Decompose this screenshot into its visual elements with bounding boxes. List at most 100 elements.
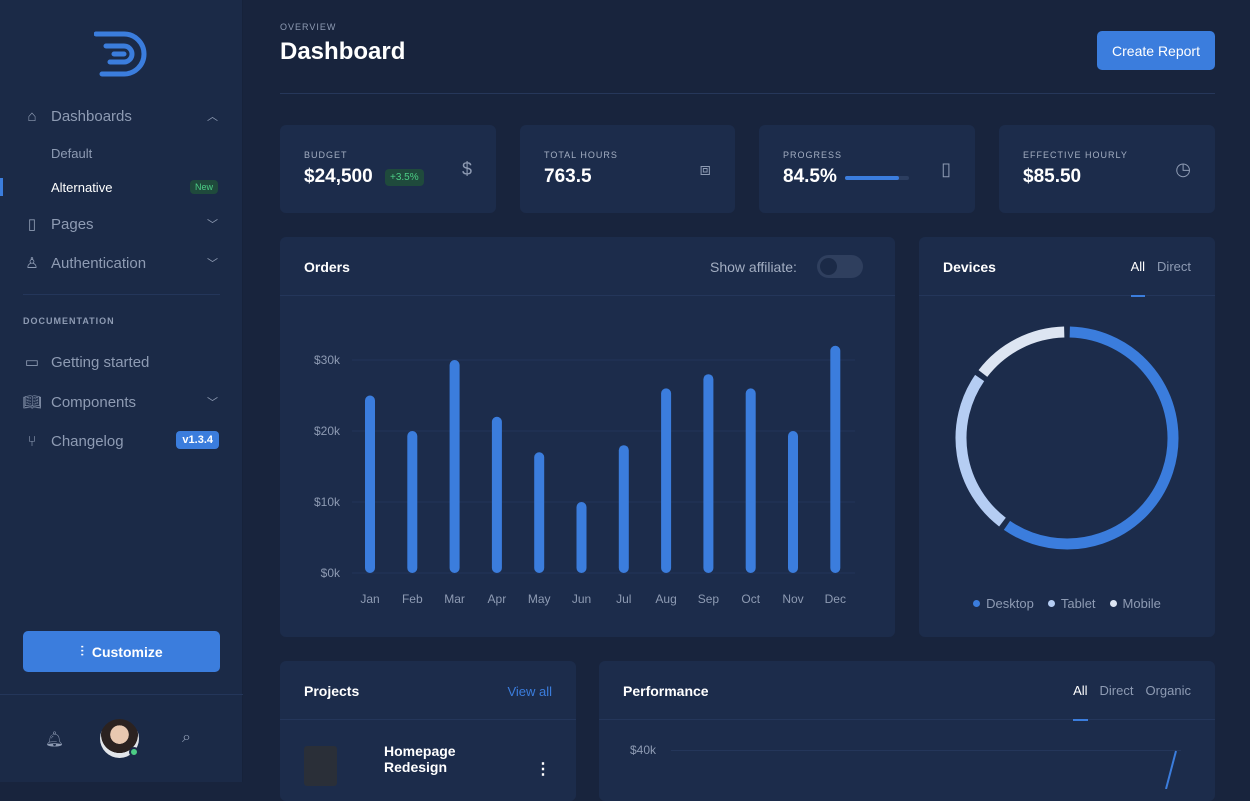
git-branch-icon: ⑂	[27, 432, 37, 450]
x-tick-label: Jul	[616, 592, 631, 606]
y-tick-label: $20k	[314, 424, 341, 438]
breadcrumb: OVERVIEW	[280, 22, 337, 32]
show-affiliate-toggle[interactable]	[817, 255, 863, 278]
slice-tablet[interactable]	[955, 374, 1006, 527]
sidebar-item-components[interactable]: 📖︎ Components ﹀	[22, 393, 218, 412]
sidebar-subitem-default[interactable]: Default	[51, 146, 93, 161]
y-tick-label: $0k	[321, 566, 341, 580]
devices-card: Devices All Direct Desktop Tablet Mobile	[919, 237, 1215, 637]
stat-label: BUDGET	[304, 150, 348, 160]
chevron-down-icon: ﹀	[207, 258, 218, 270]
sidebar-item-changelog[interactable]: ⑂ Changelog	[23, 432, 220, 450]
legend-dot	[1109, 600, 1117, 607]
more-options-icon[interactable]: ⋮	[535, 761, 551, 778]
card-header	[280, 661, 576, 720]
sliders-icon: ⫶	[80, 643, 84, 659]
clipboard-icon: ▯	[941, 159, 951, 179]
create-report-button[interactable]: Create Report	[1097, 31, 1215, 70]
dollar-icon: $	[461, 159, 472, 179]
bar-mar[interactable]	[449, 360, 460, 573]
card-header	[599, 661, 1215, 720]
tab-all[interactable]: All	[1073, 683, 1088, 721]
stat-value: $85.50	[1023, 166, 1082, 187]
user-icon: ♙	[25, 255, 39, 272]
projects-card: Projects View all Homepage Redesign ⋮	[280, 661, 576, 801]
devices-donut-chart	[955, 326, 1179, 550]
tab-direct[interactable]: Direct	[1099, 683, 1134, 698]
legend-item-desktop: Desktop	[973, 596, 1034, 611]
sidebar: ⌂ Dashboards ︿ Default Alternative New ▯ Pa…	[0, 0, 243, 782]
page-header: OVERVIEW Dashboard	[280, 22, 405, 66]
x-tick-label: Nov	[782, 592, 803, 606]
toggle-label: Show affiliate:	[710, 259, 797, 275]
card-title: Projects	[304, 683, 360, 699]
tab-direct[interactable]: Direct	[1157, 259, 1191, 274]
card-title: Devices	[943, 259, 996, 275]
orders-bar-chart: $0k $10k $20k $30k Jan Feb Mar Apr May Jun Jul Aug S…	[314, 345, 855, 606]
bar-jun[interactable]	[576, 502, 587, 573]
bell-icon[interactable]: 🔔︎	[45, 731, 65, 748]
tab-all[interactable]: All	[1130, 259, 1146, 297]
sidebar-item-dashboards[interactable]: ⌂ Dashboards ︿	[23, 107, 220, 125]
project-name[interactable]: Homepage Redesign	[384, 743, 456, 775]
bar-oct[interactable]	[745, 388, 756, 573]
y-tick-label: $30k	[314, 353, 341, 367]
chevron-up-icon: ︿	[207, 111, 218, 123]
x-tick-label: Dec	[825, 592, 846, 606]
online-status-dot	[129, 747, 139, 757]
devices-tabs: All Direct	[1130, 259, 1191, 297]
stat-progress: PROGRESS 84.5% ▯	[759, 125, 975, 213]
tab-organic[interactable]: Organic	[1145, 683, 1191, 698]
bar-jul[interactable]	[618, 445, 629, 573]
y-tick-label: $10k	[314, 495, 341, 509]
bar-may[interactable]	[534, 452, 545, 573]
customize-button[interactable]: ⫶ Customize	[23, 631, 220, 672]
card-title: Orders	[304, 259, 350, 275]
x-tick-label: Apr	[488, 592, 507, 606]
sidebar-item-authentication[interactable]: ♙ Authentication ﹀	[23, 254, 220, 273]
legend-dot	[973, 600, 981, 607]
logo-icon[interactable]	[94, 30, 150, 78]
divider	[280, 93, 1215, 94]
slice-mobile[interactable]	[978, 326, 1065, 377]
stat-budget: BUDGET $24,500 +3.5% $	[280, 125, 496, 213]
bar-feb[interactable]	[407, 431, 418, 573]
stat-label: TOTAL HOURS	[544, 150, 618, 160]
stat-value: $24,500	[304, 166, 373, 187]
chevron-down-icon: ﹀	[207, 219, 218, 231]
view-all-link[interactable]: View all	[507, 684, 552, 699]
section-label: DOCUMENTATION	[23, 316, 115, 326]
stat-value: 763.5	[544, 166, 592, 187]
gridline	[671, 750, 1181, 751]
sidebar-item-pages[interactable]: ▯ Pages ﹀	[23, 215, 220, 234]
bar-aug[interactable]	[661, 388, 672, 573]
chart-legend: Desktop Tablet Mobile	[919, 596, 1215, 611]
y-tick-label: $40k	[630, 743, 657, 757]
bar-dec[interactable]	[830, 345, 841, 573]
home-icon: ⌂	[27, 107, 37, 125]
stat-effective-hourly: EFFECTIVE HOURLY $85.50 ◷	[999, 125, 1215, 213]
clipboard-icon: ▭	[24, 354, 40, 371]
bar-nov[interactable]	[788, 431, 798, 573]
bar-apr[interactable]	[491, 416, 502, 573]
bar-sep[interactable]	[703, 374, 714, 573]
performance-line	[1165, 750, 1177, 789]
legend-item-tablet: Tablet	[1047, 596, 1096, 611]
book-icon: 📖︎	[22, 394, 42, 411]
slice-desktop[interactable]	[1003, 326, 1179, 550]
stat-total-hours: TOTAL HOURS 763.5 ⧈	[520, 125, 735, 213]
version-badge: v1.3.4	[176, 431, 219, 449]
bar-jan[interactable]	[365, 395, 375, 574]
delta-badge: +3.5%	[385, 169, 424, 186]
search-icon[interactable]: ⌕	[182, 729, 191, 746]
new-badge: New	[190, 180, 219, 194]
briefcase-icon: ⧈	[699, 159, 711, 179]
x-tick-label: Oct	[741, 592, 760, 606]
sidebar-subitem-alternative[interactable]: Alternative	[51, 180, 113, 195]
active-indicator	[0, 178, 3, 196]
card-title: Performance	[623, 683, 709, 699]
sidebar-item-getting-started[interactable]: ▭ Getting started	[24, 353, 150, 372]
x-tick-label: Aug	[655, 592, 676, 606]
x-tick-label: Jun	[572, 592, 591, 606]
x-tick-label: Mar	[444, 592, 465, 606]
